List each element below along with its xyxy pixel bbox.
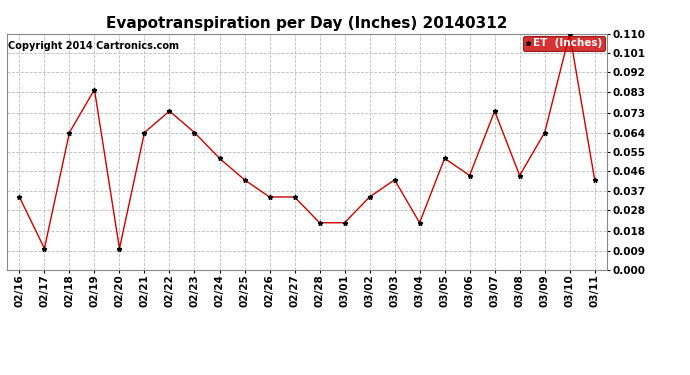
Legend: ET  (Inches): ET (Inches) (524, 36, 605, 51)
Text: Copyright 2014 Cartronics.com: Copyright 2014 Cartronics.com (8, 41, 179, 51)
Title: Evapotranspiration per Day (Inches) 20140312: Evapotranspiration per Day (Inches) 2014… (106, 16, 508, 31)
